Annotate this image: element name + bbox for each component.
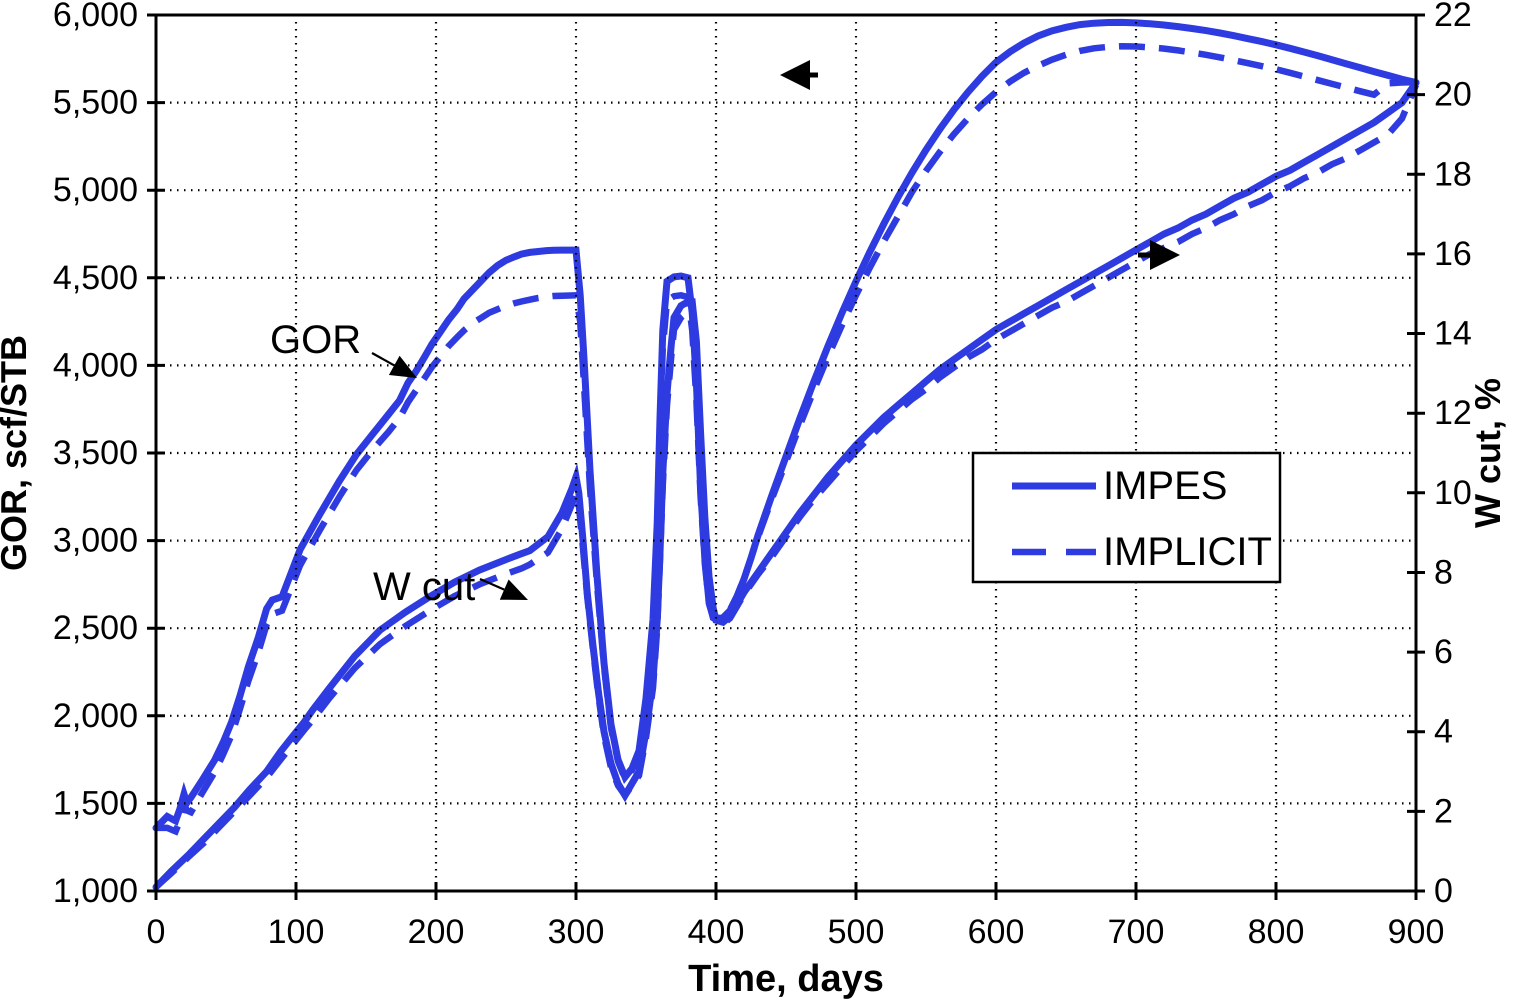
svg-text:W cut: W cut [373, 565, 475, 609]
svg-text:Time, days: Time, days [688, 958, 884, 1000]
svg-text:4,500: 4,500 [53, 259, 138, 297]
svg-text:3,500: 3,500 [53, 434, 138, 472]
svg-text:GOR: GOR [270, 318, 361, 362]
svg-text:2: 2 [1434, 792, 1453, 830]
svg-text:GOR, scf/STB: GOR, scf/STB [0, 335, 34, 571]
svg-text:200: 200 [408, 913, 465, 951]
svg-text:20: 20 [1434, 76, 1472, 114]
svg-text:0: 0 [1434, 872, 1453, 910]
svg-text:400: 400 [688, 913, 745, 951]
svg-text:3,000: 3,000 [53, 522, 138, 560]
svg-text:700: 700 [1108, 913, 1165, 951]
svg-text:14: 14 [1434, 315, 1472, 353]
svg-text:600: 600 [968, 913, 1025, 951]
svg-text:300: 300 [548, 913, 605, 951]
svg-text:2,000: 2,000 [53, 697, 138, 735]
svg-text:5,000: 5,000 [53, 171, 138, 209]
svg-text:900: 900 [1388, 913, 1445, 951]
svg-text:1,000: 1,000 [53, 872, 138, 910]
svg-text:0: 0 [147, 913, 166, 951]
svg-text:5,500: 5,500 [53, 84, 138, 122]
svg-text:800: 800 [1248, 913, 1305, 951]
svg-text:500: 500 [828, 913, 885, 951]
svg-text:4: 4 [1434, 713, 1453, 751]
svg-text:18: 18 [1434, 155, 1472, 193]
svg-text:16: 16 [1434, 235, 1472, 273]
svg-text:4,000: 4,000 [53, 346, 138, 384]
svg-text:IMPES: IMPES [1103, 464, 1227, 508]
svg-text:6: 6 [1434, 633, 1453, 671]
svg-text:1,500: 1,500 [53, 784, 138, 822]
svg-text:8: 8 [1434, 554, 1453, 592]
svg-text:2,500: 2,500 [53, 609, 138, 647]
svg-text:100: 100 [268, 913, 325, 951]
svg-text:W cut, %: W cut, % [1467, 378, 1508, 528]
svg-text:22: 22 [1434, 0, 1472, 34]
svg-text:6,000: 6,000 [53, 0, 138, 34]
svg-text:IMPLICIT: IMPLICIT [1103, 530, 1272, 574]
